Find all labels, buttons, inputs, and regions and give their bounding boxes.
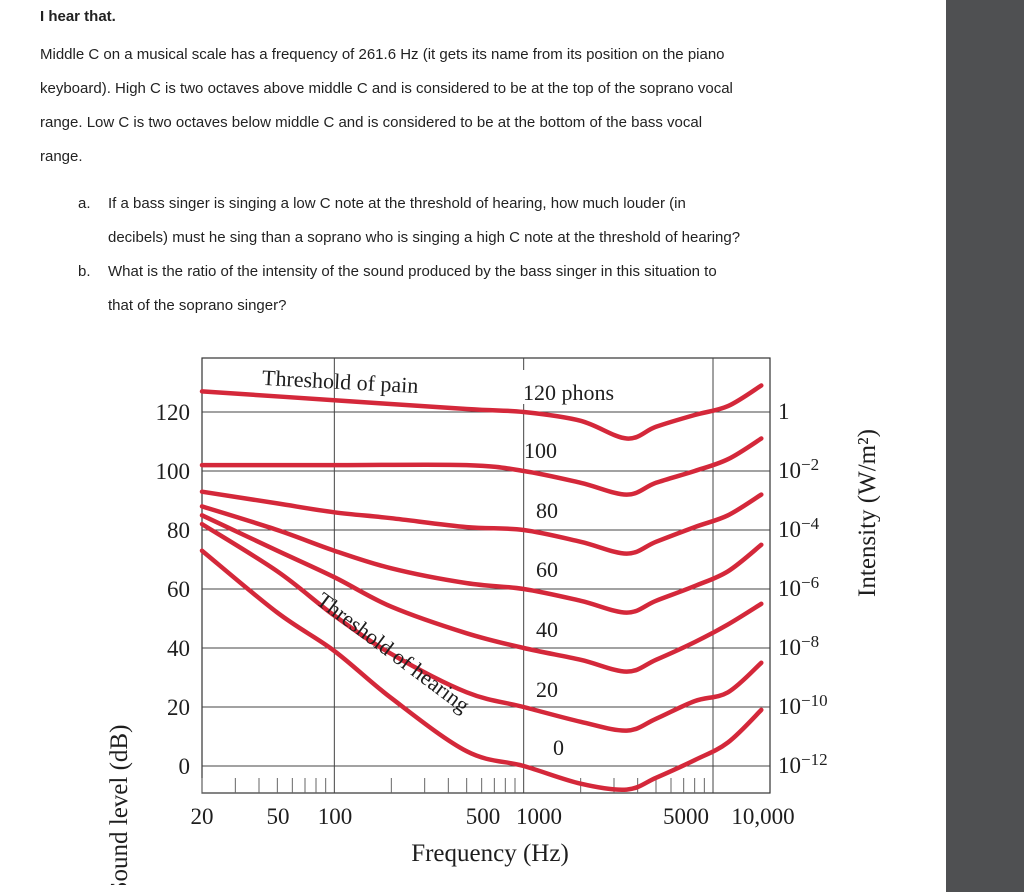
plot-frame [201, 357, 771, 794]
question-b-marker: b. [78, 263, 91, 280]
y2-tick-label: 10−4 [778, 514, 820, 542]
y-axis-label: Sound level (dB) [106, 725, 133, 885]
phon-label: 20 [536, 677, 558, 702]
loudness-curve-0 [199, 383, 764, 441]
y2-tick-label: 10−8 [778, 632, 819, 660]
phon-label: 100 [524, 438, 557, 463]
window-side-panel [946, 0, 1024, 892]
chart-grid [201, 357, 771, 794]
x-tick-label: 5000 [663, 804, 709, 829]
x-tick-label: 10,000 [731, 804, 794, 829]
y-tick-label: 40 [167, 636, 190, 661]
paragraph-line: range. Low C is two octaves below middle… [40, 114, 703, 131]
y-tick-label: 20 [167, 695, 190, 720]
loudness-curve-3 [199, 504, 764, 615]
phon-label: 0 [553, 735, 564, 760]
x-tick-label: 100 [318, 804, 353, 829]
document-page: I hear that. Middle C on a musical scale… [40, 8, 880, 885]
loudness-curve-6 [199, 548, 764, 793]
phon-labels: 120 phons 100 80 60 40 20 0 [523, 380, 614, 760]
y-tick-label: 60 [167, 577, 190, 602]
phon-label: 120 phons [523, 380, 614, 405]
phon-label: 40 [536, 617, 558, 642]
x-tick-label: 500 [466, 804, 501, 829]
paragraph-line: range. [40, 148, 83, 165]
paragraph-line: Middle C on a musical scale has a freque… [40, 46, 725, 63]
y-tick-label: 80 [167, 518, 190, 543]
x-tick-label: 50 [267, 804, 290, 829]
threshold-of-pain-label: Threshold of pain [262, 365, 420, 398]
y-tick-label: 100 [156, 459, 191, 484]
question-b-line: that of the soprano singer? [108, 297, 287, 314]
question-a-line: decibels) must he sing than a soprano wh… [108, 229, 741, 246]
question-a-marker: a. [78, 195, 91, 212]
y-tick-labels: 0 20 40 60 80 100 120 [156, 400, 191, 779]
x-tick-label: 20 [191, 804, 214, 829]
x-tick-label: 1000 [516, 804, 562, 829]
y2-tick-labels: 1 10−2 10−4 10−6 10−8 10−10 10−12 [778, 399, 828, 778]
loudness-curve-5 [199, 521, 764, 733]
y2-axis-label: Intensity (W/m²) [854, 429, 880, 597]
loudness-curves [199, 383, 764, 793]
y2-tick-label: 10−2 [778, 455, 819, 483]
loudness-curve-1 [199, 436, 764, 497]
loudness-curve-4 [199, 513, 764, 674]
phon-label: 60 [536, 557, 558, 582]
y2-tick-label: 1 [778, 399, 790, 424]
y-tick-label: 0 [179, 754, 191, 779]
y-tick-label: 120 [156, 400, 191, 425]
phon-label: 80 [536, 498, 558, 523]
paragraph-line: keyboard). High C is two octaves above m… [40, 80, 733, 97]
x-tick-labels: 20 50 100 500 1000 5000 10,000 [191, 804, 795, 829]
y2-tick-label: 10−6 [778, 573, 819, 601]
problem-title: I hear that. [40, 8, 116, 25]
loudness-curve-2 [199, 489, 764, 556]
y2-tick-label: 10−12 [778, 750, 828, 778]
x-axis-label: Frequency (Hz) [411, 840, 569, 867]
question-b-line: What is the ratio of the intensity of th… [108, 263, 717, 280]
y2-tick-label: 10−10 [778, 691, 828, 719]
question-a-line: If a bass singer is singing a low C note… [108, 195, 686, 212]
